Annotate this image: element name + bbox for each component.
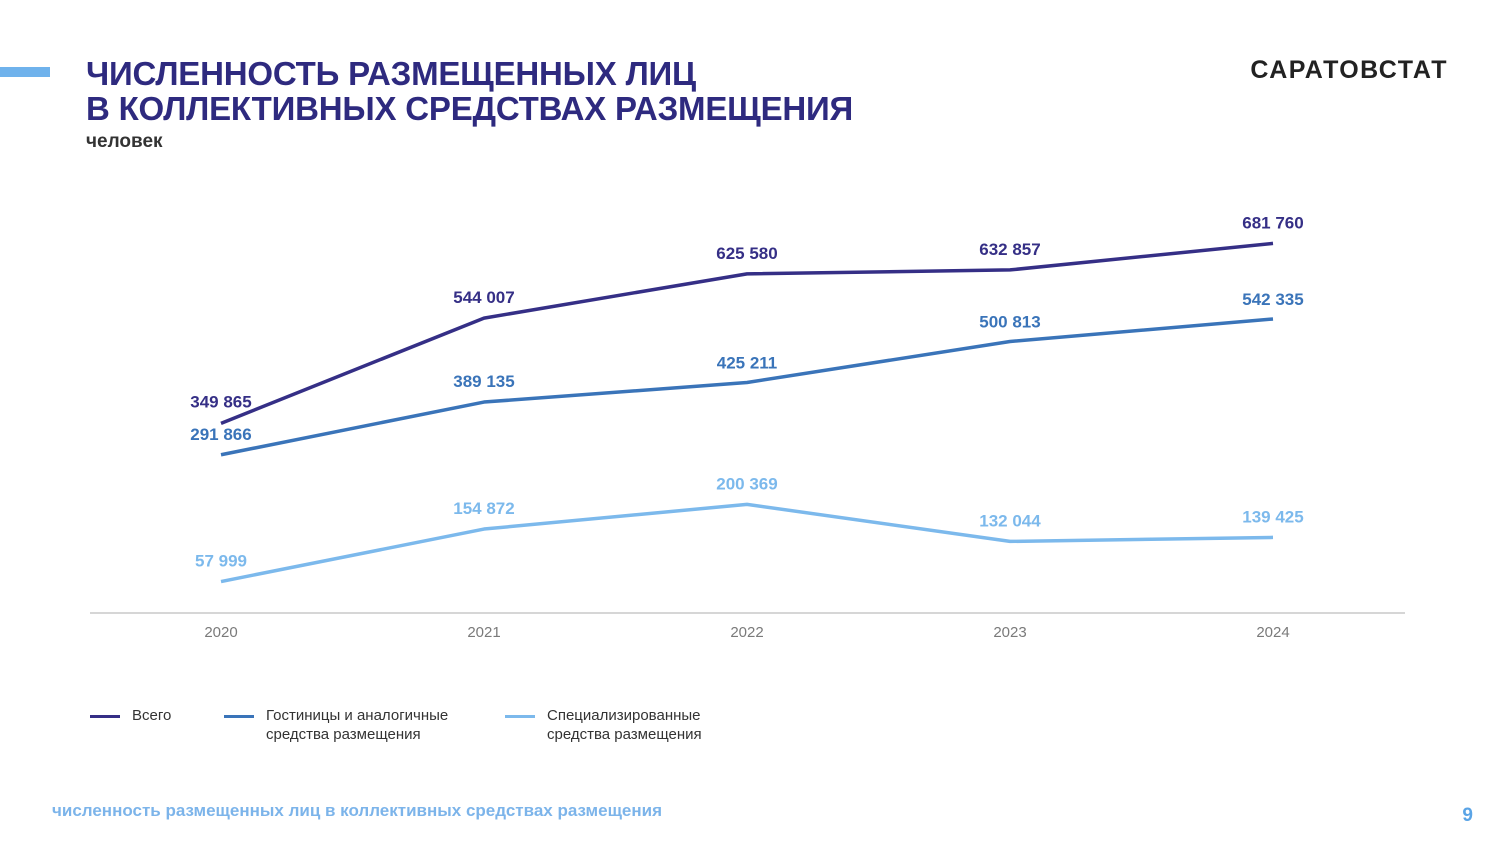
footer-caption: численность размещенных лиц в коллективн… (52, 801, 662, 820)
data-label-hotels: 425 211 (717, 353, 778, 372)
legend-swatch-total (90, 715, 120, 718)
legend-swatch-specialized (505, 715, 535, 718)
legend-swatch-hotels (224, 715, 254, 718)
x-tick-label: 2020 (204, 624, 237, 641)
line-chart: 2020 2021 2022 2023 2024 349 865 544 007 625 5… (90, 213, 1405, 641)
data-label-total: 625 580 (716, 244, 777, 263)
legend-label-total: Всего (132, 707, 172, 724)
series-line-hotels (220, 317, 1274, 457)
page-title-line-2: В КОЛЛЕКТИВНЫХ СРЕДСТВАХ РАЗМЕЩЕНИЯ (86, 90, 854, 127)
legend-label-specialized: Специализированные средства размещения (547, 707, 702, 743)
legend-item-specialized: Специализированные средства размещения (505, 706, 702, 744)
legend-label-hotels: Гостиницы и аналогичные средства размеще… (266, 707, 449, 743)
series-line-total (220, 241, 1274, 425)
page-title: ЧИСЛЕННОСТЬ РАЗМЕЩЕННЫХ ЛИЦ В КОЛЛЕКТИВН… (86, 56, 853, 126)
data-label-total: 544 007 (453, 288, 514, 307)
data-label-specialized: 139 425 (1242, 507, 1303, 526)
x-tick-label: 2022 (730, 624, 763, 641)
legend-item-total: Всего (90, 706, 171, 725)
data-label-total: 632 857 (979, 240, 1040, 259)
data-label-specialized: 154 872 (453, 499, 514, 518)
data-label-hotels: 500 813 (979, 313, 1040, 332)
brand-logo: САРАТОВСТАТ (1250, 56, 1448, 84)
data-label-total: 349 865 (190, 392, 251, 411)
data-label-hotels: 389 135 (453, 372, 514, 391)
unit-label: человек (86, 131, 163, 152)
x-tick-label: 2021 (467, 624, 500, 641)
data-label-hotels: 291 866 (190, 425, 251, 444)
series-line-specialized (220, 502, 1274, 584)
chart-legend: Всего Гостиницы и аналогичные средства р… (0, 706, 1500, 756)
data-label-specialized: 132 044 (979, 511, 1041, 530)
x-tick-label: 2023 (993, 624, 1026, 641)
page-number: 9 (1462, 805, 1473, 826)
accent-bar (0, 67, 50, 77)
data-label-specialized: 200 369 (716, 474, 777, 493)
data-label-hotels: 542 335 (1242, 290, 1303, 309)
page-title-line-1: ЧИСЛЕННОСТЬ РАЗМЕЩЕННЫХ ЛИЦ (86, 55, 696, 92)
legend-item-hotels: Гостиницы и аналогичные средства размеще… (224, 706, 448, 744)
data-label-total: 681 760 (1242, 213, 1303, 232)
data-label-specialized: 57 999 (195, 552, 247, 571)
x-tick-label: 2024 (1256, 624, 1289, 641)
